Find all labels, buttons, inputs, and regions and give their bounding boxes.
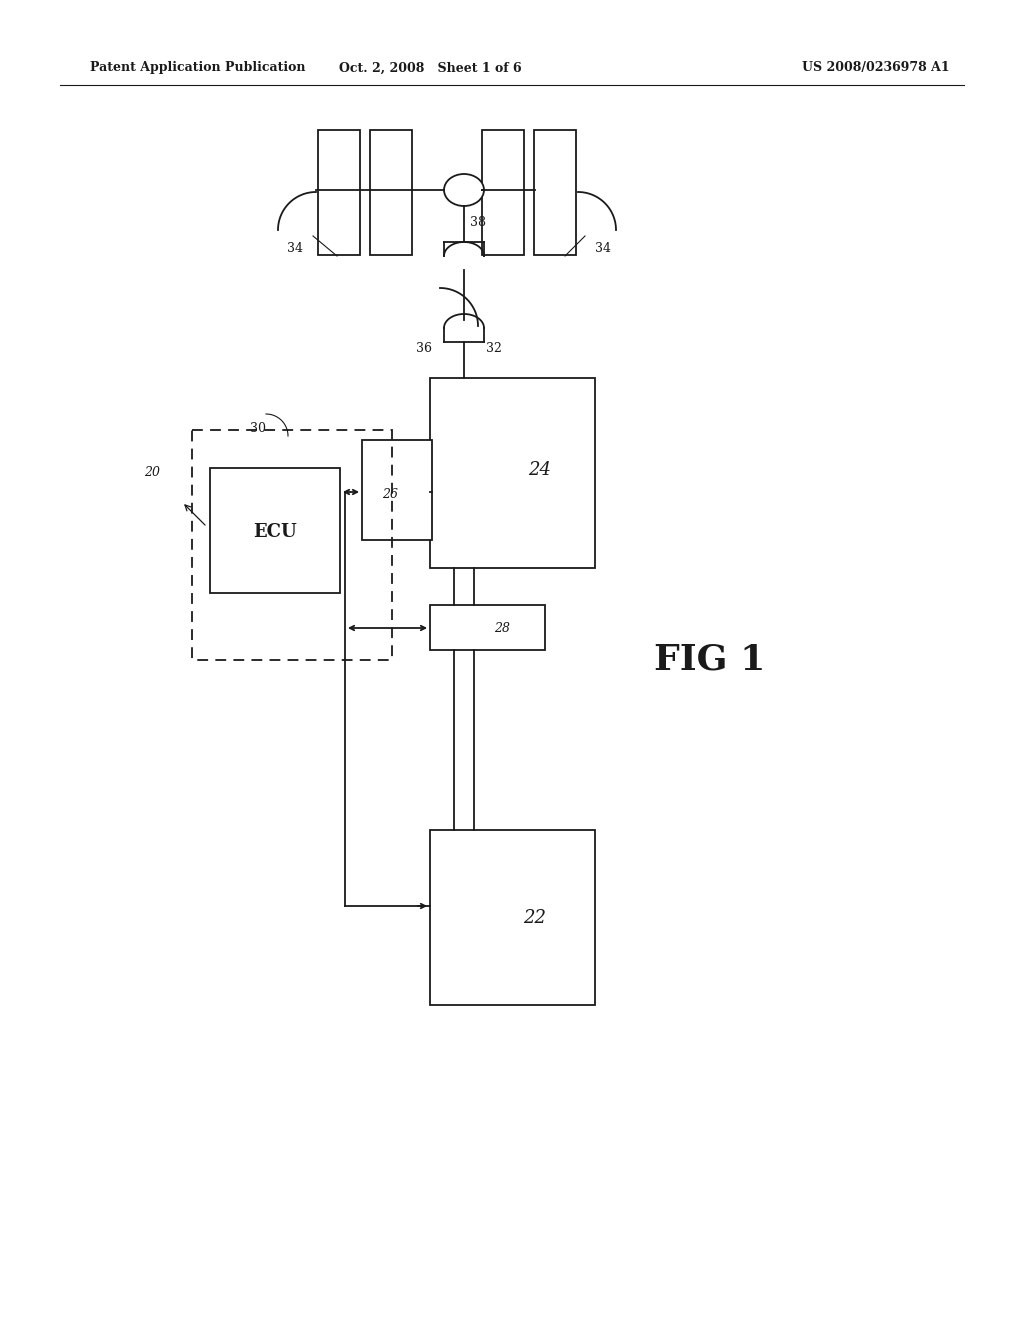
Text: US 2008/0236978 A1: US 2008/0236978 A1 xyxy=(803,62,950,74)
Bar xyxy=(430,378,595,568)
Text: 28: 28 xyxy=(494,622,510,635)
Bar xyxy=(318,129,360,255)
Text: 30: 30 xyxy=(250,421,266,434)
Text: 20: 20 xyxy=(144,466,160,479)
Text: 22: 22 xyxy=(523,909,547,927)
Bar xyxy=(210,469,340,593)
Text: Oct. 2, 2008   Sheet 1 of 6: Oct. 2, 2008 Sheet 1 of 6 xyxy=(339,62,521,74)
Bar xyxy=(370,129,412,255)
Text: ECU: ECU xyxy=(253,523,297,541)
Bar xyxy=(534,129,575,255)
Text: 38: 38 xyxy=(470,215,486,228)
Text: 24: 24 xyxy=(528,461,552,479)
Text: 34: 34 xyxy=(595,242,611,255)
Text: 34: 34 xyxy=(287,242,303,255)
Bar xyxy=(482,129,524,255)
Ellipse shape xyxy=(444,174,484,206)
Text: FIG 1: FIG 1 xyxy=(654,643,766,677)
Text: 32: 32 xyxy=(486,342,502,355)
Bar xyxy=(430,605,545,649)
Text: 36: 36 xyxy=(416,342,432,355)
Bar xyxy=(193,430,392,660)
Text: Patent Application Publication: Patent Application Publication xyxy=(90,62,305,74)
Bar xyxy=(362,440,432,540)
Text: 26: 26 xyxy=(382,488,398,502)
Bar xyxy=(430,830,595,1005)
